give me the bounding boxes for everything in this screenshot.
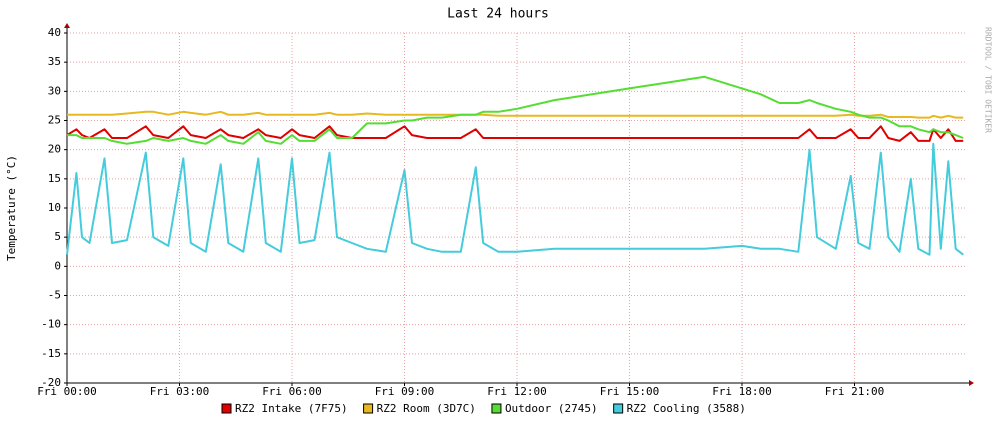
y-tick-label: 35	[48, 55, 61, 68]
series-line	[67, 110, 964, 119]
legend-label: RZ2 Room (3D7C)	[377, 402, 476, 415]
y-tick-label: 40	[48, 26, 61, 39]
y-tick-label: -20	[41, 376, 61, 389]
y-tick-label: 15	[48, 172, 61, 185]
y-axis-label: Temperature (°C)	[5, 155, 18, 261]
legend-swatch	[363, 403, 374, 414]
y-tick-label: -10	[41, 318, 61, 331]
watermark: RRDTOOL / TOBI OETIKER	[984, 27, 993, 133]
y-tick-label: 5	[54, 230, 61, 243]
y-tick-label: 30	[48, 84, 61, 97]
y-axis-arrow	[64, 23, 70, 28]
x-tick-label: Fri 12:00	[487, 385, 547, 398]
series-line	[66, 142, 964, 256]
y-tick-label: -15	[41, 347, 61, 360]
y-tick-label: 0	[54, 259, 61, 272]
y-tick-label: 25	[48, 114, 61, 127]
legend-label: RZ2 Cooling (3588)	[627, 402, 746, 415]
x-tick-label: Fri 21:00	[825, 385, 885, 398]
legend-swatch	[491, 403, 502, 414]
legend-label: RZ2 Intake (7F75)	[235, 402, 348, 415]
x-tick-label: Fri 09:00	[375, 385, 435, 398]
x-tick-label: Fri 18:00	[712, 385, 772, 398]
y-tick-label: 10	[48, 201, 61, 214]
x-tick-label: Fri 03:00	[150, 385, 210, 398]
legend-swatch	[613, 403, 624, 414]
series-line	[67, 75, 964, 145]
x-tick-label: Fri 06:00	[262, 385, 322, 398]
series-line	[66, 125, 964, 142]
legend-label: Outdoor (2745)	[505, 402, 598, 415]
x-tick-label: Fri 00:00	[37, 385, 97, 398]
y-tick-label: 20	[48, 143, 61, 156]
y-tick-label: -5	[48, 289, 61, 302]
x-tick-label: Fri 15:00	[600, 385, 660, 398]
legend-swatch	[221, 403, 232, 414]
x-axis-arrow	[969, 380, 974, 386]
chart-title: Last 24 hours	[447, 7, 549, 22]
